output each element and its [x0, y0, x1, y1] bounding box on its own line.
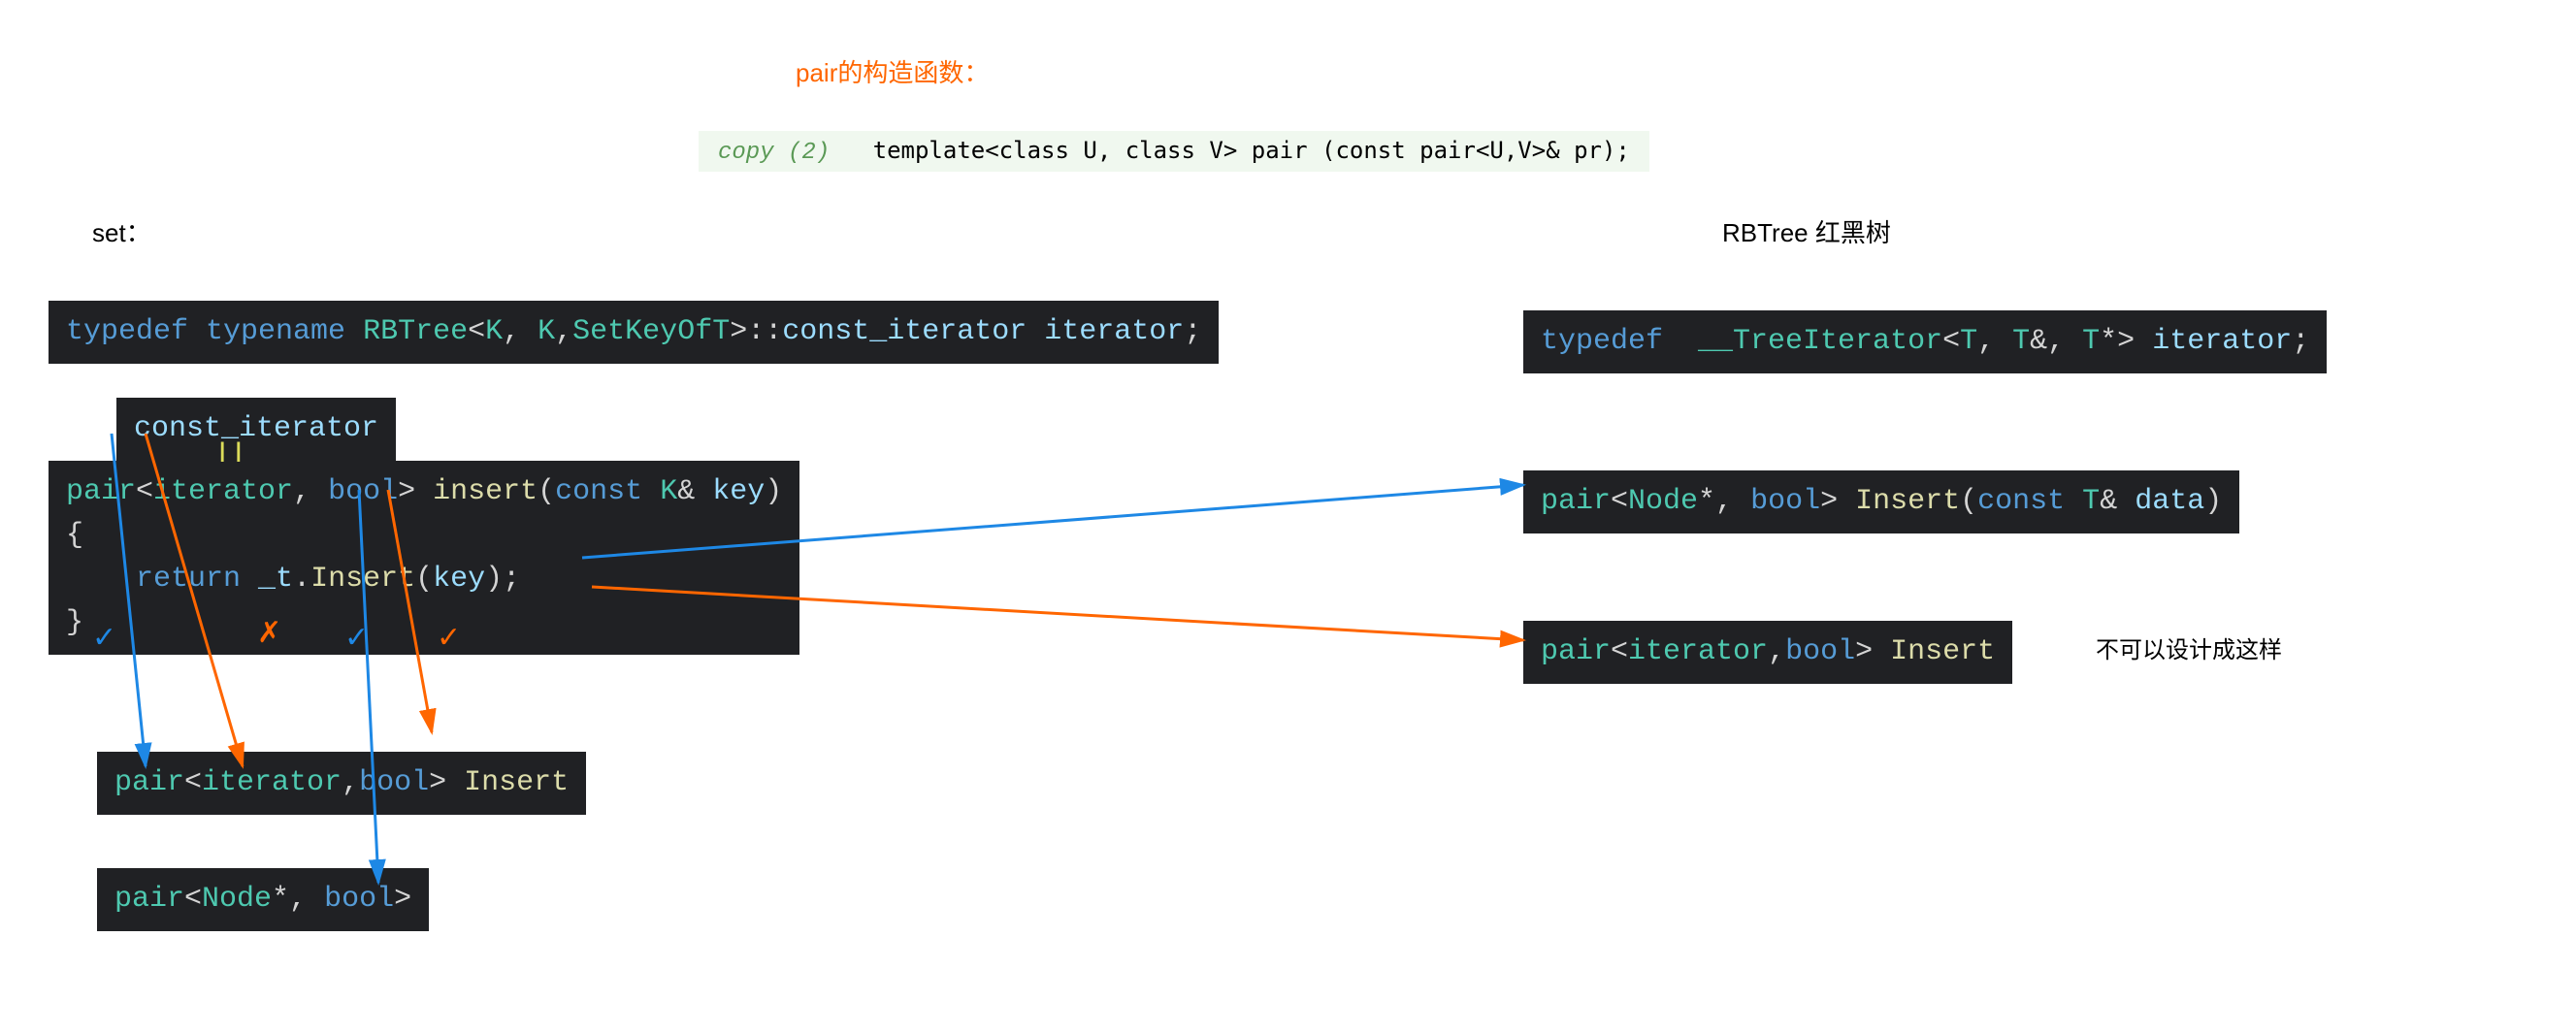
- set-insert-code: pair<iterator, bool> insert(const K& key…: [49, 461, 799, 655]
- set-return1-code: pair<iterator,bool> Insert: [97, 752, 586, 815]
- hand-mark: ✓: [344, 621, 369, 655]
- pair-constructor-title: pair的构造函数：: [796, 53, 989, 89]
- hand-mark: I I: [218, 436, 243, 469]
- hand-mark: ✓: [437, 621, 461, 655]
- hand-mark: ✗: [257, 616, 281, 650]
- set-section-label: set：: [92, 213, 151, 249]
- copy-code: template<class U, class V> pair (const p…: [873, 137, 1630, 164]
- cannot-design-note: 不可以设计成这样: [2096, 630, 2282, 664]
- copy-label: copy (2): [718, 140, 830, 166]
- rbtree-typedef-code: typedef __TreeIterator<T, T&, T*> iterat…: [1523, 310, 2327, 373]
- set-typedef-code: typedef typename RBTree<K, K,SetKeyOfT>:…: [49, 301, 1219, 364]
- rbtree-section-label: RBTree 红黑树: [1722, 213, 1891, 249]
- const-iterator-code: const_iterator: [116, 398, 396, 461]
- hand-mark: ✓: [92, 621, 116, 655]
- rbtree-insert-code: pair<Node*, bool> Insert(const T& data): [1523, 470, 2239, 533]
- set-return2-code: pair<Node*, bool>: [97, 868, 429, 931]
- rbtree-return-code: pair<iterator,bool> Insert: [1523, 621, 2012, 684]
- copy-constructor-box: copy (2) template<class U, class V> pair…: [699, 131, 1649, 172]
